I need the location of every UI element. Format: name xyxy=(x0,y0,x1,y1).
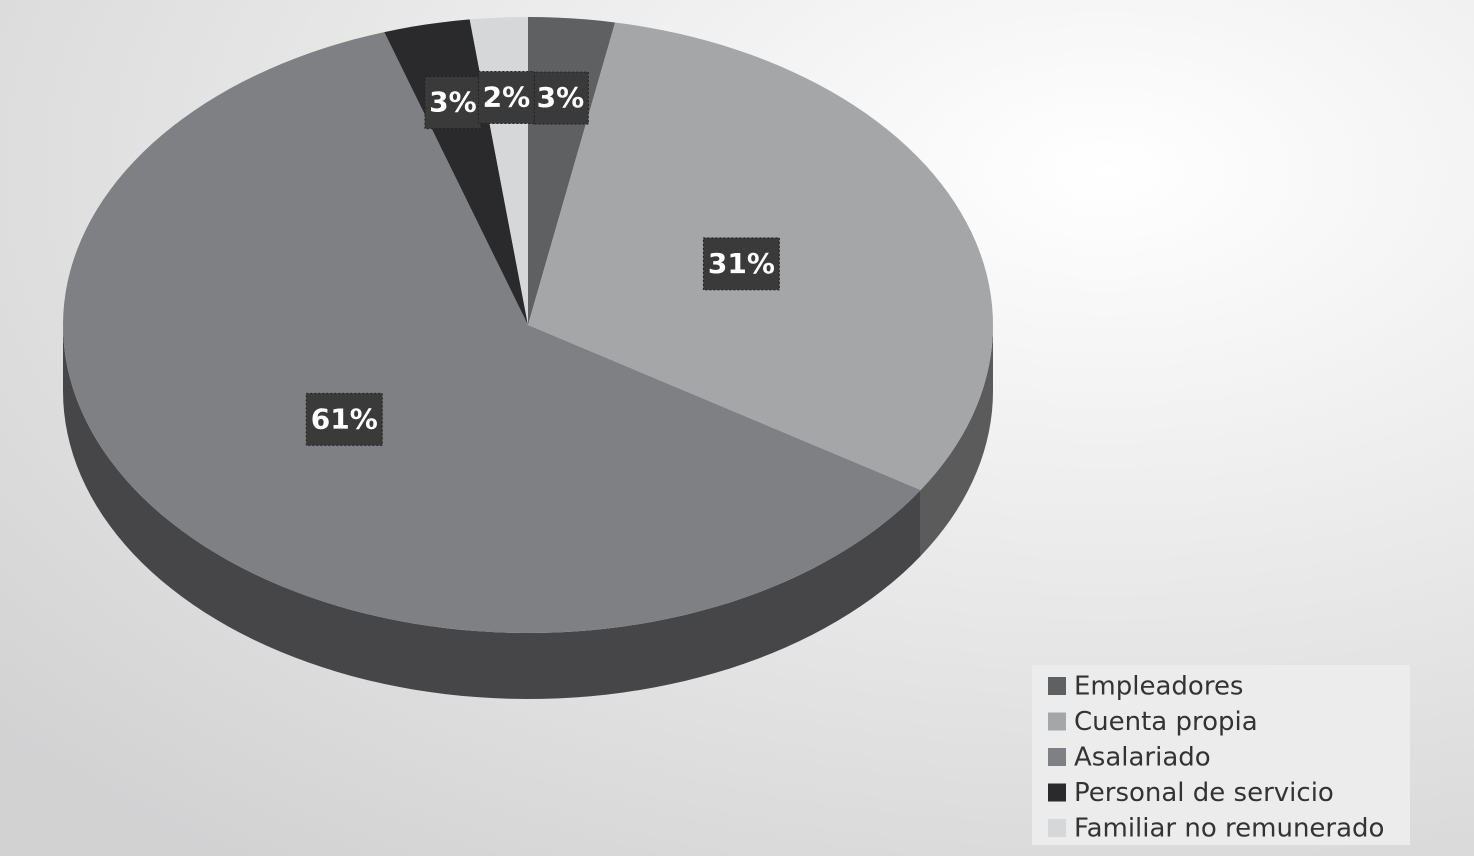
data-label: 3% xyxy=(537,81,585,114)
legend-label: Cuenta propia xyxy=(1074,707,1258,737)
legend-swatch xyxy=(1048,712,1066,731)
legend-label: Familiar no remunerado xyxy=(1074,814,1384,844)
label-box xyxy=(305,392,383,446)
legend-swatch xyxy=(1048,783,1066,802)
data-label: 3% xyxy=(429,86,477,119)
slice xyxy=(63,32,921,633)
legend-label: Empleadores xyxy=(1074,672,1243,702)
data-label: 2% xyxy=(483,81,531,114)
legend-box xyxy=(1032,665,1410,845)
legend-label: Asalariado xyxy=(1074,743,1211,773)
data-label: 61% xyxy=(311,402,378,435)
legend-swatch xyxy=(1048,748,1066,766)
data-label: 31% xyxy=(708,247,775,280)
label-box xyxy=(477,71,535,125)
slice-side xyxy=(920,325,993,557)
slice-side xyxy=(63,325,921,699)
legend-swatch xyxy=(1048,677,1066,695)
legend-label: Personal de servicio xyxy=(1074,778,1334,808)
label-box xyxy=(424,76,482,130)
label-box xyxy=(702,237,780,291)
slice xyxy=(384,19,528,325)
legend-swatch xyxy=(1048,819,1066,837)
